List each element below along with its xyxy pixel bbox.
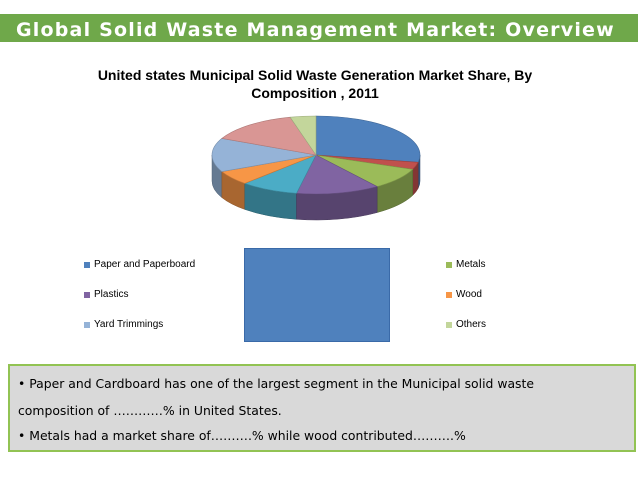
pie-chart — [211, 115, 421, 221]
legend-label: Yard Trimmings — [94, 319, 164, 330]
title-bar: Global Solid Waste Management Market: Ov… — [0, 12, 638, 42]
legend-swatch — [84, 261, 90, 268]
legend-item-paper: Paper and Paperboard — [84, 259, 195, 270]
chart-title: United states Municipal Solid Waste Gene… — [97, 67, 533, 101]
legend-label: Plastics — [94, 289, 129, 300]
info-line-2: composition of …………% in United States. — [18, 403, 282, 418]
pie-slice-7 — [221, 116, 317, 156]
legend-label: Wood — [456, 289, 482, 300]
pie-slice-8 — [289, 115, 317, 156]
legend-swatch — [446, 291, 452, 298]
legend-item-wood: Wood — [446, 289, 482, 300]
legend-item-yard-trimmings: Yard Trimmings — [84, 319, 163, 330]
legend-swatch — [446, 261, 452, 268]
legend-item-others: Others — [446, 319, 486, 330]
legend-item-plastics: Plastics — [84, 289, 128, 300]
info-line-1: • Paper and Cardboard has one of the lar… — [18, 376, 534, 391]
pie-slice-6 — [211, 138, 317, 172]
legend-swatch — [446, 321, 452, 328]
legend-swatch — [84, 321, 90, 328]
page-title: Global Solid Waste Management Market: Ov… — [16, 19, 615, 41]
blue-placeholder-rect — [244, 248, 390, 342]
legend-label: Others — [456, 319, 487, 330]
legend-label: Paper and Paperboard — [94, 259, 196, 270]
legend-swatch — [84, 291, 90, 298]
info-box: • Paper and Cardboard has one of the lar… — [8, 364, 636, 452]
info-line-3: • Metals had a market share of……….% whil… — [18, 428, 466, 443]
pie-slice-0 — [315, 115, 421, 163]
pie-slice-3 — [296, 154, 378, 195]
legend-item-metals: Metals — [446, 259, 485, 270]
legend-label: Metals — [456, 259, 486, 270]
